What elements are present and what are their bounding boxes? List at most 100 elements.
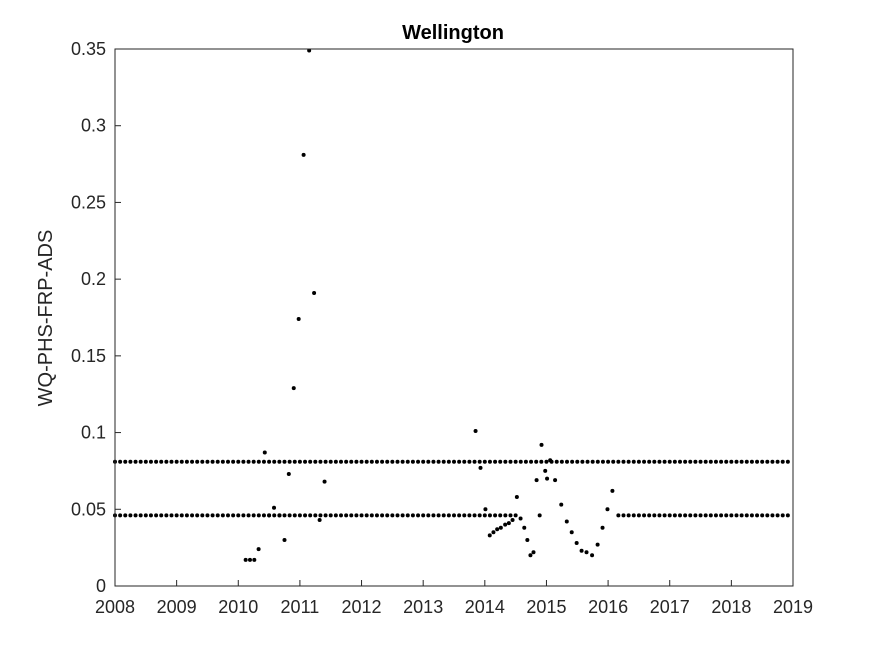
data-point <box>184 459 189 464</box>
data-point <box>282 537 287 542</box>
data-point <box>174 513 179 518</box>
data-point <box>462 459 467 464</box>
data-point <box>452 459 456 464</box>
data-point <box>138 513 143 518</box>
data-point <box>652 459 657 464</box>
data-point <box>518 516 523 521</box>
data-point <box>308 513 313 518</box>
data-point <box>303 513 308 518</box>
data-point <box>724 513 729 518</box>
data-point <box>508 513 513 518</box>
data-point <box>307 48 312 53</box>
data-point <box>179 459 184 464</box>
data-point <box>313 459 318 464</box>
data-point <box>369 459 374 464</box>
data-point <box>380 459 385 464</box>
data-point <box>575 459 580 464</box>
data-point <box>539 442 544 447</box>
data-point <box>359 459 364 464</box>
data-point <box>498 513 503 518</box>
x-tick-label: 2016 <box>588 597 628 617</box>
data-point <box>498 525 503 530</box>
data-point <box>514 495 519 500</box>
x-tick-label: 2015 <box>526 597 566 617</box>
data-point <box>164 459 169 464</box>
data-point <box>487 459 492 464</box>
y-tick-label: 0.15 <box>71 346 106 366</box>
data-point <box>780 513 785 518</box>
data-point <box>636 513 641 518</box>
data-points <box>113 48 790 562</box>
data-point <box>495 527 500 532</box>
data-point <box>642 513 647 518</box>
data-point <box>400 513 405 518</box>
data-point <box>287 459 292 464</box>
data-point <box>220 513 225 518</box>
data-point <box>261 459 266 464</box>
data-point <box>606 459 611 464</box>
data-point <box>518 459 523 464</box>
data-point <box>410 459 415 464</box>
data-point <box>662 513 667 518</box>
data-point <box>282 513 287 518</box>
data-point <box>523 459 528 464</box>
data-point <box>118 459 123 464</box>
data-point <box>775 513 780 518</box>
data-point <box>585 459 590 464</box>
data-point <box>349 459 354 464</box>
data-point <box>785 513 790 518</box>
data-point <box>503 513 508 518</box>
data-point <box>159 459 164 464</box>
data-point <box>513 513 518 518</box>
data-point <box>261 513 266 518</box>
data-point <box>719 513 724 518</box>
data-point <box>510 518 515 523</box>
data-point <box>231 459 236 464</box>
data-point <box>482 513 487 518</box>
data-point <box>631 459 636 464</box>
chart-title: Wellington <box>402 22 504 44</box>
data-point <box>354 459 359 464</box>
data-point <box>755 459 760 464</box>
data-point <box>636 459 641 464</box>
data-point <box>574 541 579 546</box>
data-point <box>210 459 215 464</box>
data-point <box>491 530 496 535</box>
data-point <box>210 513 215 518</box>
data-point <box>303 459 308 464</box>
data-point <box>493 513 498 518</box>
data-point <box>154 513 159 518</box>
data-point <box>487 533 492 538</box>
data-point <box>390 513 395 518</box>
data-point <box>657 459 662 464</box>
data-point <box>457 513 462 518</box>
data-point <box>703 513 708 518</box>
data-point <box>143 459 148 464</box>
data-point <box>662 459 667 464</box>
data-point <box>312 290 317 295</box>
data-point <box>256 547 261 552</box>
data-point <box>473 429 478 434</box>
data-point <box>318 513 323 518</box>
y-tick-label: 0.05 <box>71 499 106 519</box>
data-point <box>487 513 492 518</box>
data-point <box>431 459 436 464</box>
data-point <box>506 521 511 526</box>
data-point <box>590 459 595 464</box>
data-point <box>241 459 246 464</box>
data-point <box>770 459 775 464</box>
data-point <box>256 513 261 518</box>
data-point <box>472 459 477 464</box>
data-point <box>354 513 359 518</box>
data-point <box>554 459 559 464</box>
data-point <box>647 513 652 518</box>
data-point <box>339 513 343 518</box>
plot-area <box>115 49 793 586</box>
data-point <box>590 553 595 558</box>
data-point <box>272 459 277 464</box>
data-point <box>534 459 539 464</box>
data-point <box>226 513 230 518</box>
data-point <box>267 513 272 518</box>
data-point <box>215 513 220 518</box>
data-point <box>395 459 400 464</box>
